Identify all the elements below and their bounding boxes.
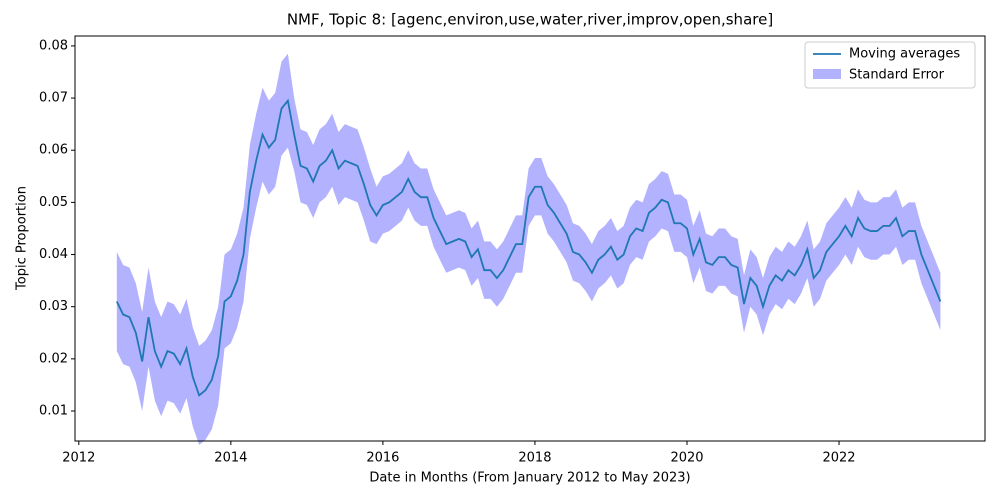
x-tick-label: 2022 [822,451,855,466]
x-tick-label: 2018 [518,451,551,466]
x-tick-label: 2016 [366,451,399,466]
error-band [116,53,941,445]
y-tick-label: 0.07 [39,91,68,106]
legend-label: Moving averages [849,47,960,62]
y-tick-label: 0.08 [39,38,68,53]
legend-patch [813,69,841,79]
y-tick-label: 0.05 [39,195,68,210]
y-tick-label: 0.04 [39,247,68,262]
line [116,98,942,397]
y-tick-label: 0.06 [39,143,68,158]
y-tick-label: 0.03 [39,299,68,314]
plot-frame [74,35,986,442]
chart-title: NMF, Topic 8: [agenc,environ,use,water,r… [287,11,773,29]
y-tick-label: 0.01 [39,404,68,419]
legend-label: Standard Error [849,68,945,83]
x-axis-label: Date in Months (From January 2012 to May… [369,471,690,486]
x-tick-label: 2014 [214,451,247,466]
y-tick-label: 0.02 [39,351,68,366]
x-tick-label: 2020 [670,451,703,466]
y-axis-label: Topic Proportion [15,186,30,291]
x-tick-label: 2012 [62,451,95,466]
legend-box [804,41,976,89]
